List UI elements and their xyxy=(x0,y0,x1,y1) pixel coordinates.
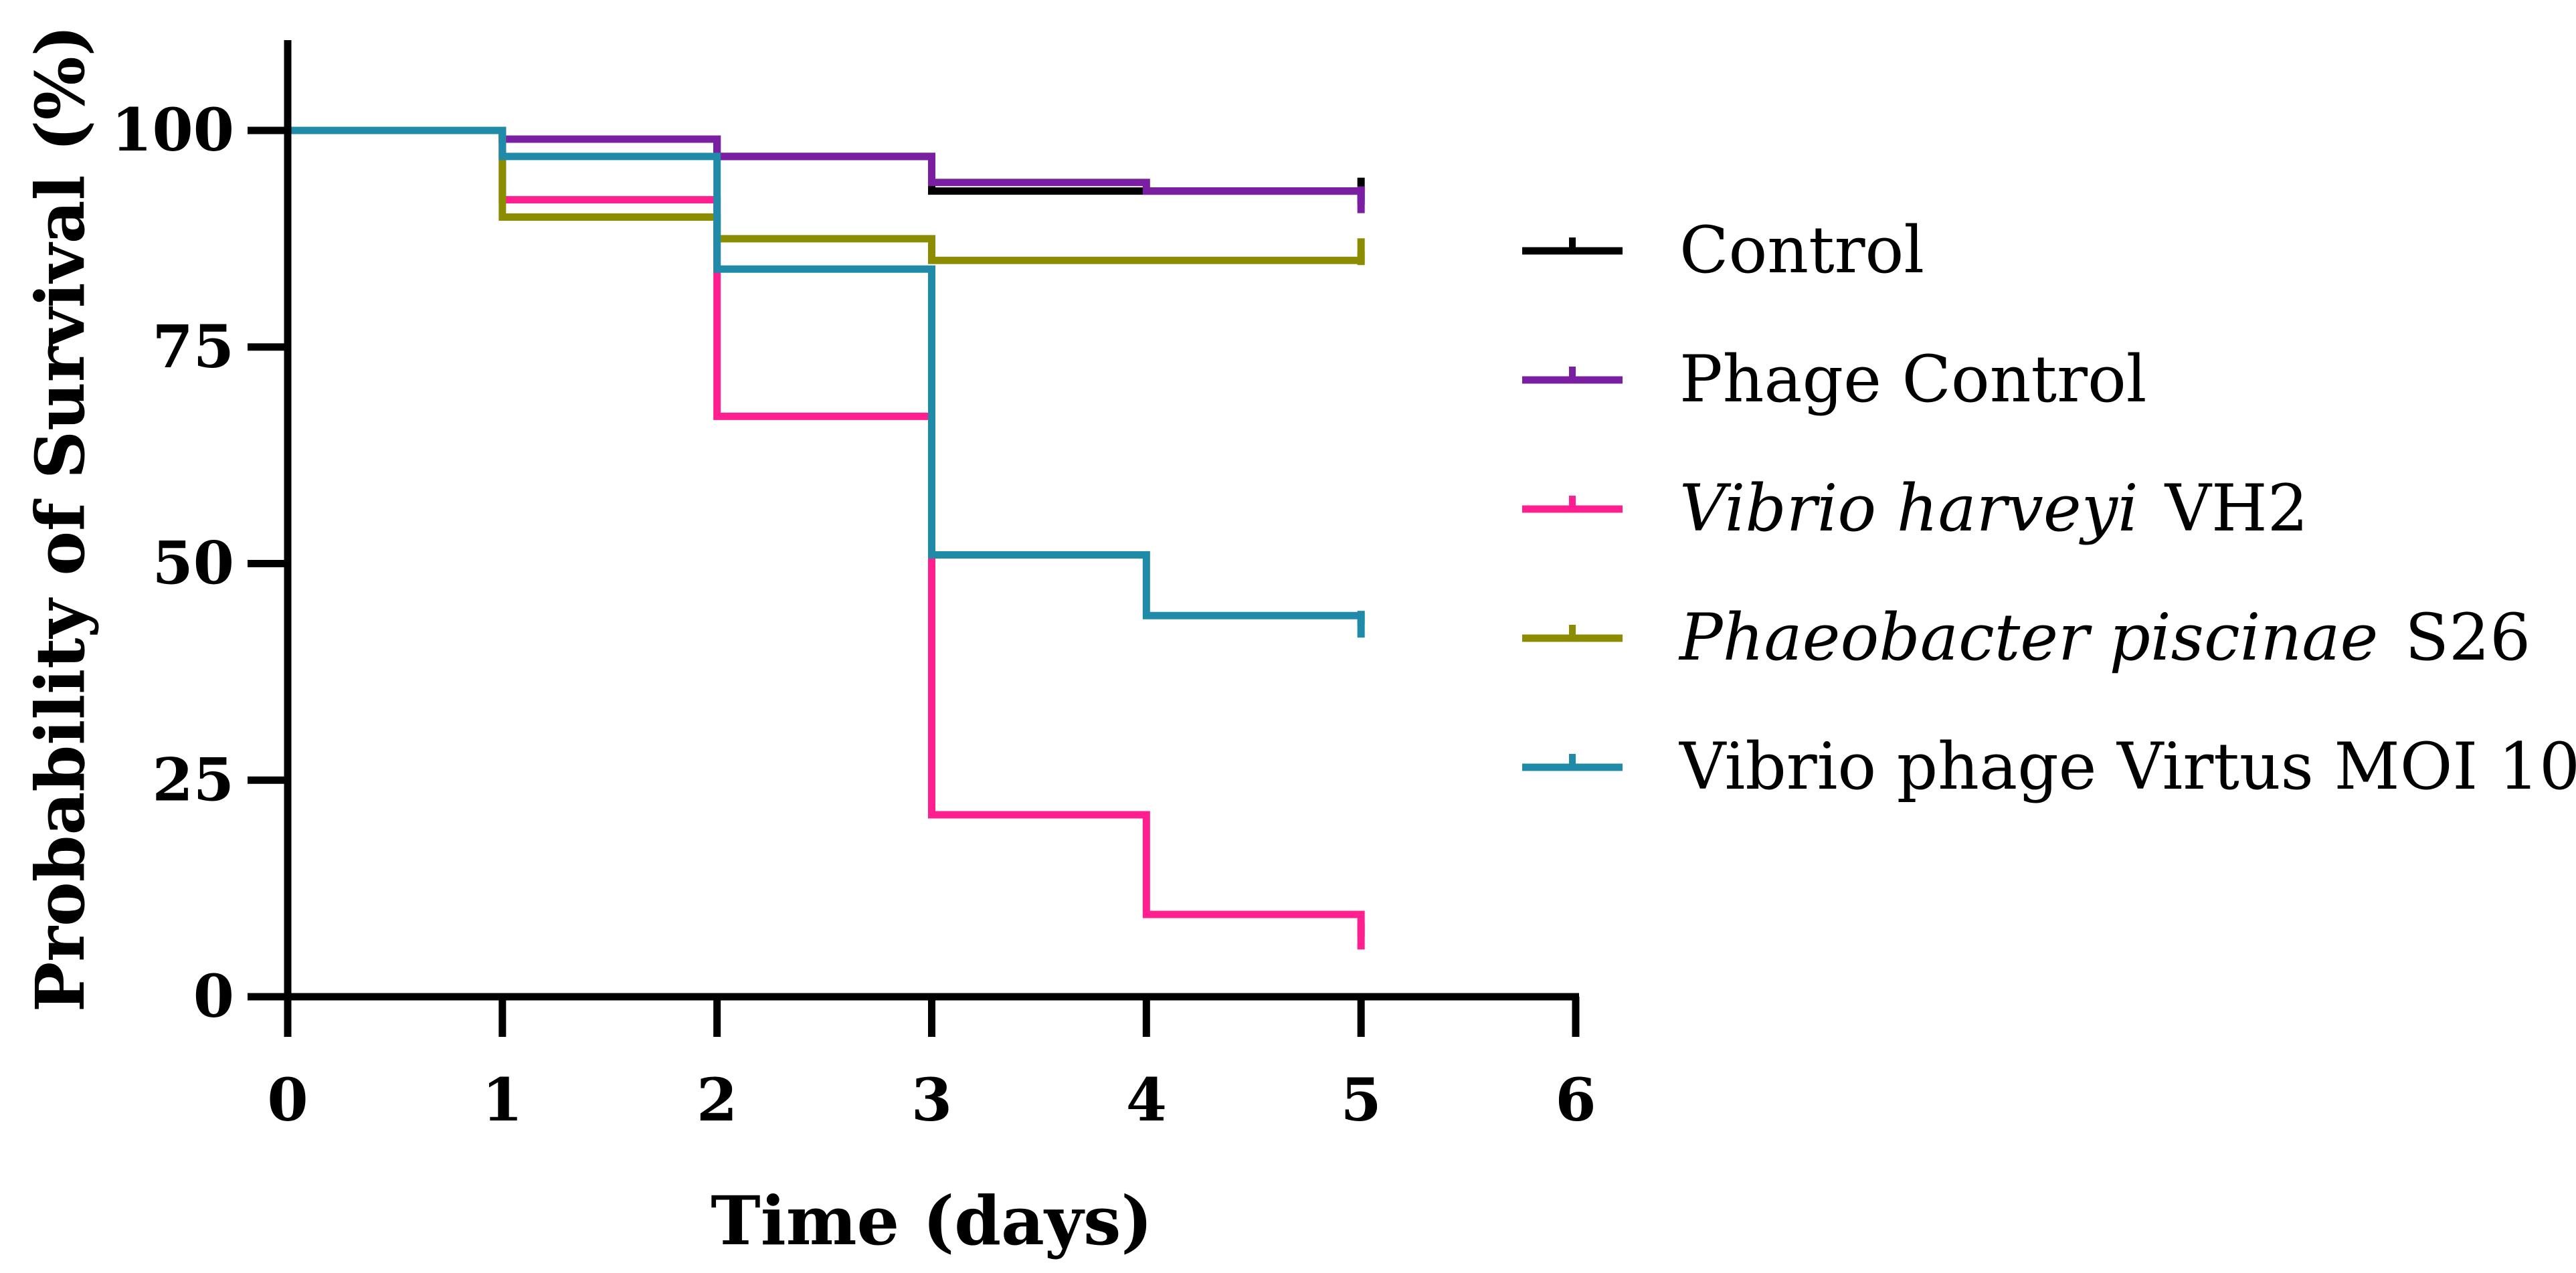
y-tick-label: 100 xyxy=(111,95,234,165)
legend-item-3: Vibrio harveyi VH2 xyxy=(1522,471,2308,546)
y-tick-label: 75 xyxy=(153,312,234,381)
legend: Control Phage Control Vibrio harveyi VH2 Pha… xyxy=(1522,213,2576,804)
legend-item-4: Phaeobacter piscinae S26 xyxy=(1522,600,2531,675)
x-tick-label: 3 xyxy=(911,1065,952,1135)
y-tick-label: 0 xyxy=(193,961,234,1031)
legend-item-2: Phage Control xyxy=(1522,342,2146,417)
x-axis-title: Time (days) xyxy=(711,1181,1152,1260)
y-tick-label: 50 xyxy=(153,528,234,598)
legend-label: Control xyxy=(1679,213,1924,288)
legend-label: Vibrio harveyi VH2 xyxy=(1679,471,2308,546)
legend-item-1: Control xyxy=(1522,213,1924,288)
legend-label: Phaeobacter piscinae S26 xyxy=(1678,600,2531,675)
legend-label: Phage Control xyxy=(1679,342,2146,417)
x-tick-label: 2 xyxy=(697,1065,737,1135)
x-tick-label: 6 xyxy=(1555,1065,1596,1135)
axes: 0 1 2 3 4 5 6 0 25 50 75 100 Time (days) Probability … xyxy=(21,25,1596,1260)
legend-item-5: Vibrio phage Virtus MOI 10 xyxy=(1522,729,2576,804)
y-axis-title: Probability of Survival (%) xyxy=(21,25,100,1012)
legend-label: Vibrio phage Virtus MOI 10 xyxy=(1679,729,2576,804)
series-line-1 xyxy=(288,126,1362,195)
x-tick-label: 4 xyxy=(1126,1065,1167,1135)
series-line-4 xyxy=(288,126,1365,264)
y-tick-label: 25 xyxy=(153,745,234,814)
series-line-5 xyxy=(288,126,1365,625)
series-line-3 xyxy=(288,126,1365,937)
x-tick-label: 5 xyxy=(1341,1065,1382,1135)
x-tick-label: 0 xyxy=(267,1065,308,1135)
series-line-2 xyxy=(288,126,1365,200)
plot-area xyxy=(288,126,1365,950)
x-tick-label: 1 xyxy=(482,1065,523,1135)
